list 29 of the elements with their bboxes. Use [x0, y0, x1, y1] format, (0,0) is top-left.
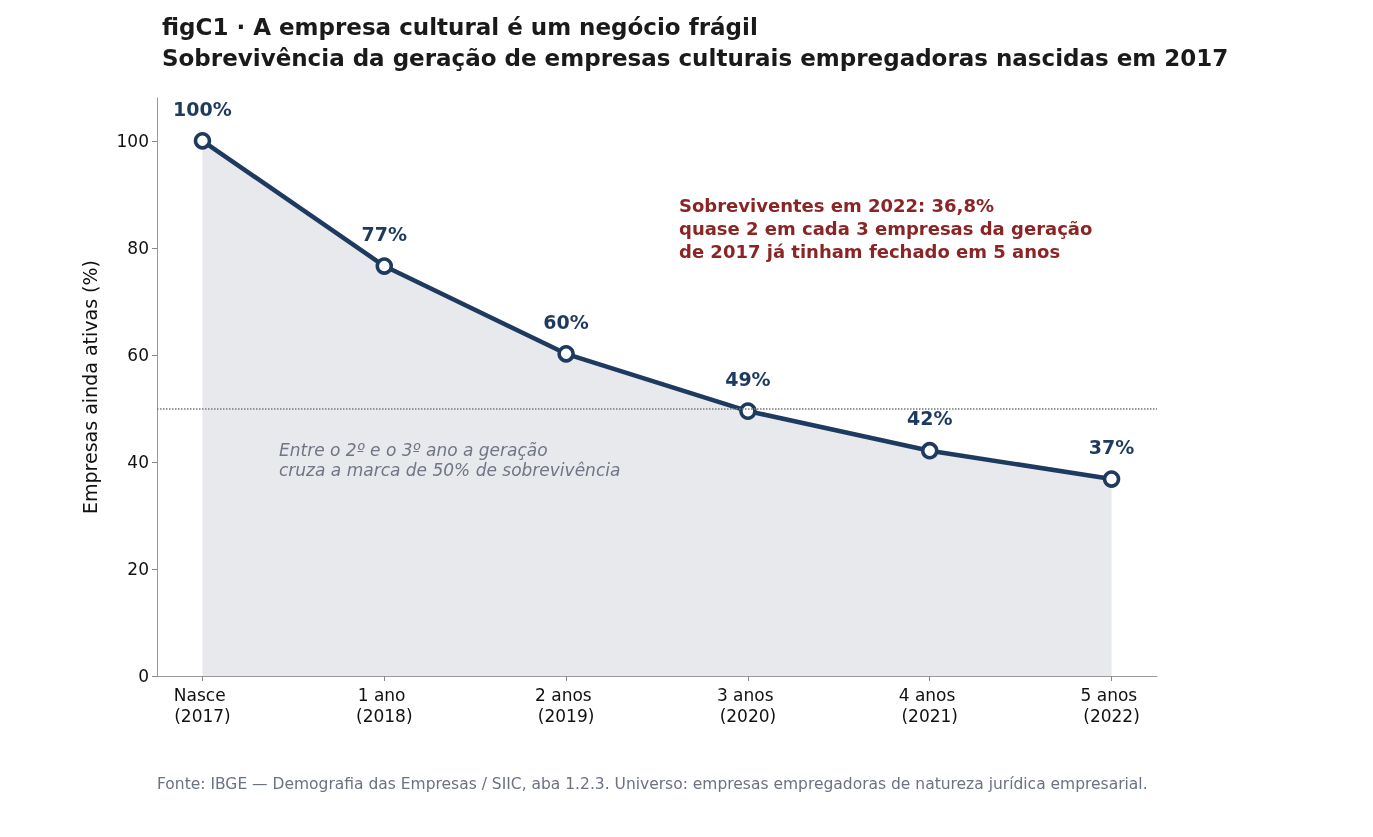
point [1102, 470, 1121, 488]
x-tick-label: Nasce (2017) [173, 684, 232, 726]
point [557, 345, 575, 363]
data-label: 37% [1088, 435, 1135, 458]
annotation: Sobreviventes em 2022: 36,8% quase 2 em cada 3 empresas da geração de 2017 já tinham fechado em 5 anos [679, 195, 1093, 262]
data-label: 60% [543, 310, 589, 333]
y-tick-label: 40 [127, 451, 149, 472]
y-axis-title: Empresas ainda ativas (%) [78, 260, 101, 514]
source-note: Fonte: IBGE — Demografia das Empresas / SIIC, aba 1.2.3. Universo: empresas empregadoras de natureza jurídica empresarial. [157, 775, 1148, 793]
point [193, 132, 212, 150]
y-tick-label: 60 [127, 344, 149, 365]
point [920, 441, 939, 460]
data-label: 77% [361, 222, 408, 245]
x-tick-label: 5 anos (2022) [1080, 684, 1143, 726]
y-tick-label: 0 [138, 666, 149, 686]
chart-subtitle: Sobrevivência da geração de empresas culturais empregadoras nascidas em 2017 [162, 44, 1229, 71]
data-label: 49% [725, 367, 771, 390]
x-tick-label: 4 anos (2021) [898, 684, 961, 726]
data-label: 100% [173, 97, 232, 120]
annotation: Entre o 2º e o 3º ano a geração cruza a marca de 50% de sobrevivência [279, 440, 621, 480]
point [375, 257, 394, 275]
x-tick-label: 2 anos (2019) [535, 684, 598, 726]
chart-title: figC1 · A empresa cultural é um negócio frágil [162, 13, 758, 40]
y-tick-label: 20 [127, 558, 149, 579]
y-tick-label: 100 [116, 130, 149, 151]
x-tick-label: 1 ano (2018) [356, 684, 413, 726]
x-tick-label: 3 anos (2020) [716, 684, 779, 726]
y-tick-label: 80 [127, 237, 149, 258]
data-label: 42% [906, 407, 953, 430]
